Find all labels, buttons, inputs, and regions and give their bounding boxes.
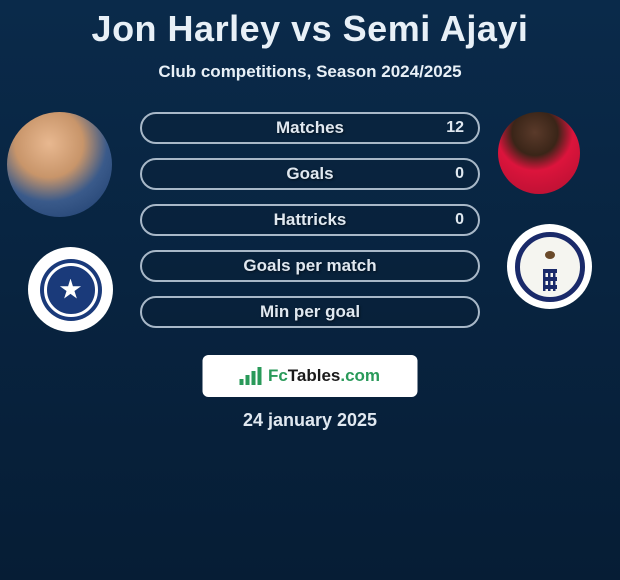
stat-right-value: 0 bbox=[455, 211, 464, 229]
player-right-avatar bbox=[498, 112, 580, 194]
stat-row-matches: Matches 12 bbox=[140, 112, 480, 144]
wba-badge-icon bbox=[515, 232, 585, 302]
stat-label: Matches bbox=[276, 118, 344, 138]
club-left-badge bbox=[28, 247, 113, 332]
stat-right-value: 12 bbox=[446, 119, 464, 137]
stat-row-goals-per-match: Goals per match bbox=[140, 250, 480, 282]
stat-label: Hattricks bbox=[274, 210, 347, 230]
stat-row-hattricks: Hattricks 0 bbox=[140, 204, 480, 236]
watermark-text: FcTables.com bbox=[268, 366, 380, 386]
stat-label: Goals bbox=[286, 164, 333, 184]
bar-chart-icon bbox=[240, 367, 262, 385]
watermark-prefix: Fc bbox=[268, 366, 288, 385]
page-subtitle: Club competitions, Season 2024/2025 bbox=[0, 62, 620, 82]
watermark-badge: FcTables.com bbox=[203, 355, 418, 397]
star-icon bbox=[60, 279, 82, 301]
player-left-avatar bbox=[7, 112, 112, 217]
page-title: Jon Harley vs Semi Ajayi bbox=[0, 0, 620, 50]
stat-row-min-per-goal: Min per goal bbox=[140, 296, 480, 328]
stat-label: Min per goal bbox=[260, 302, 360, 322]
club-right-badge bbox=[507, 224, 592, 309]
watermark-suffix: .com bbox=[340, 366, 380, 385]
generation-date: 24 january 2025 bbox=[0, 410, 620, 431]
stat-right-value: 0 bbox=[455, 165, 464, 183]
stat-label: Goals per match bbox=[243, 256, 376, 276]
portsmouth-badge-icon bbox=[40, 259, 102, 321]
watermark-main: Tables bbox=[288, 366, 341, 385]
stats-list: Matches 12 Goals 0 Hattricks 0 Goals per… bbox=[140, 112, 480, 342]
comparison-panel: Matches 12 Goals 0 Hattricks 0 Goals per… bbox=[0, 112, 620, 372]
stat-row-goals: Goals 0 bbox=[140, 158, 480, 190]
